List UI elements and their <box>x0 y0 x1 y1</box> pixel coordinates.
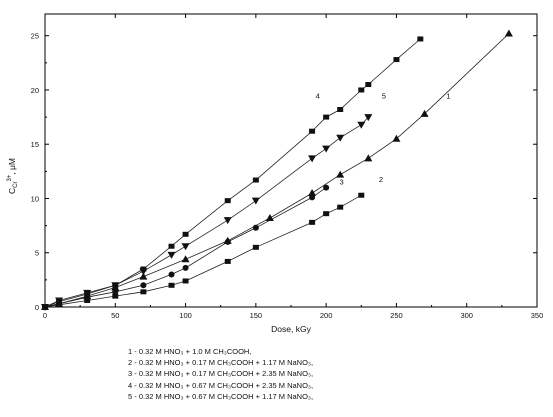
curve-label-5: 5 <box>382 92 386 101</box>
series-2-point <box>112 293 119 299</box>
plot-frame <box>44 13 538 308</box>
series-4-point <box>168 243 175 249</box>
curve-label-4: 4 <box>316 92 320 101</box>
x-tick-label: 150 <box>250 311 263 320</box>
x-tick-label: 50 <box>111 311 119 320</box>
legend-entry-5: 5 - 0.32 M HNO₃ + 0.67 M CH₃COOH + 1.17 … <box>128 391 314 401</box>
series-2-point <box>323 211 330 217</box>
y-tick-label: 25 <box>31 32 39 41</box>
series-4-point <box>358 87 365 93</box>
y-tick-label: 0 <box>35 303 39 312</box>
series-2-point <box>182 278 189 284</box>
series-5-point <box>83 289 92 297</box>
series-5-point <box>41 304 49 311</box>
y-axis-label-unit: , μM <box>7 158 17 175</box>
curve-labels: 1 2 3 4 5 <box>316 92 451 187</box>
series-2-point <box>252 244 259 250</box>
series-2-point <box>358 192 365 198</box>
series-4-point <box>365 82 372 88</box>
legend-entry-4: 4 - 0.32 M HNO₃ + 0.67 M CH₃COOH + 2.35 … <box>128 380 314 390</box>
legend-entry-2: 2 - 0.32 M HNO₃ + 0.17 M CH₃COOH + 1.17 … <box>128 358 314 368</box>
series-5-point <box>322 145 331 153</box>
x-tick-label: 200 <box>320 311 333 320</box>
series-5-point <box>55 297 64 305</box>
series-3-point <box>323 184 330 191</box>
series-3-point <box>168 271 175 278</box>
series-4-point <box>417 36 424 42</box>
series-3-point <box>140 282 147 289</box>
legend: 1 - 0.32 M HNO₃ + 1.0 M CH₃COOH, 2 - 0.3… <box>128 346 313 402</box>
curve-label-2: 2 <box>379 175 383 184</box>
series-4-point <box>323 114 330 120</box>
series-5-point <box>223 217 232 225</box>
x-axis-label: Dose, kGy <box>271 324 311 334</box>
y-axis-label: CCr3+, μM <box>7 158 19 194</box>
series-1-point <box>364 154 373 162</box>
series-1-point <box>336 170 345 178</box>
legend-entry-1: 1 - 0.32 M HNO₃ + 1.0 M CH₃COOH, <box>128 347 252 356</box>
series-4-curve <box>44 38 421 308</box>
series-3-point <box>309 194 316 201</box>
series-3-point <box>112 288 119 295</box>
series-4-point <box>182 231 189 237</box>
y-axis-label-symbol: C <box>7 188 17 194</box>
legend-entry-3: 3 - 0.32 M HNO₃ + 0.17 M CH₃COOH + 2.35 … <box>128 369 314 379</box>
series-2-point <box>309 219 316 225</box>
series-5-point <box>167 251 176 259</box>
series-1-point <box>265 214 274 222</box>
series-5-point <box>364 114 373 122</box>
x-tick-label: 100 <box>179 311 192 320</box>
series-1-point <box>504 29 513 37</box>
series-4-point <box>393 57 400 63</box>
series-1-point <box>420 109 429 117</box>
curve-label-3: 3 <box>340 177 344 186</box>
series-1-point <box>139 272 148 280</box>
series-3-point <box>182 264 189 271</box>
series-1-curve <box>44 33 510 308</box>
y-tick-label: 10 <box>31 194 39 203</box>
series-5-point <box>139 268 148 276</box>
y-axis-label-sub: Cr <box>13 182 19 188</box>
x-tick-label: 300 <box>460 311 473 320</box>
series-4-point <box>252 177 259 183</box>
series-4-point <box>224 198 231 204</box>
x-tick-label: 250 <box>390 311 403 320</box>
y-tick-label: 20 <box>31 86 39 95</box>
series-2-point <box>337 204 344 210</box>
series-5-point <box>357 121 366 129</box>
series-5-point <box>181 243 190 251</box>
series-1-point <box>181 255 190 263</box>
data-markers <box>41 29 513 311</box>
y-tick-label: 15 <box>31 140 39 149</box>
curve-label-1: 1 <box>446 92 450 101</box>
series-2-point <box>224 258 231 264</box>
y-axis-label-sup: 3+ <box>7 174 13 181</box>
x-tick-label: 0 <box>43 311 47 320</box>
series-4-point <box>309 128 316 134</box>
series-2-point <box>140 289 147 295</box>
series-5-point <box>251 197 260 205</box>
series-2-curve <box>44 194 362 308</box>
y-tick-label: 5 <box>35 249 39 258</box>
series-3-point <box>252 224 259 231</box>
series-5-point <box>308 155 317 163</box>
series-2-point <box>84 297 91 303</box>
series-2-point <box>168 282 175 288</box>
series-4-point <box>337 106 344 112</box>
series-5-curve <box>44 116 369 308</box>
series-5-point <box>111 282 120 290</box>
series-1-point <box>308 189 317 197</box>
series-1-point <box>392 134 401 142</box>
series-3-point <box>224 238 231 245</box>
fit-curves <box>44 33 510 308</box>
x-tick-label: 350 <box>531 311 544 320</box>
series-5-point <box>336 134 345 142</box>
